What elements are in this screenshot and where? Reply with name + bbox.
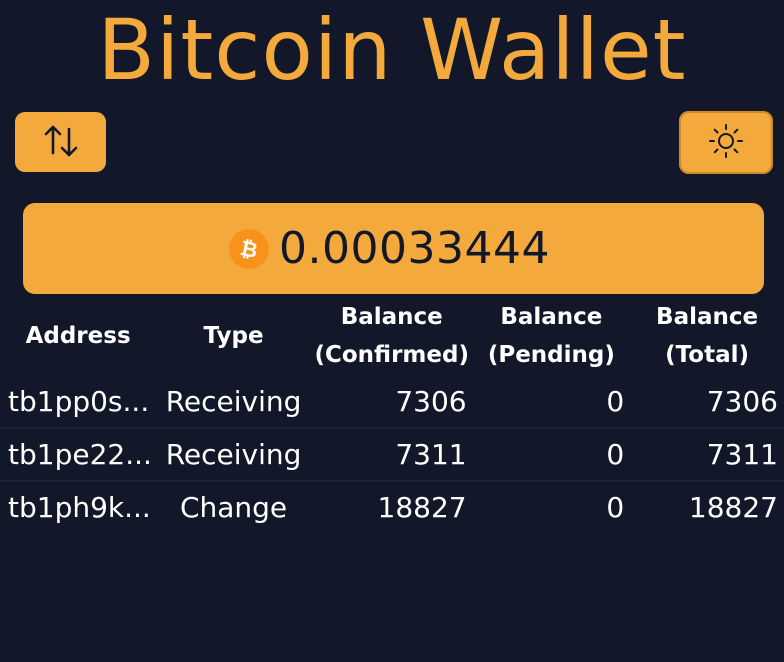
- address-cell[interactable]: tb1pp0s...: [0, 376, 157, 429]
- balance-pending-cell: 0: [472, 376, 631, 429]
- type-cell: Change: [179, 491, 288, 524]
- balance-confirmed-cell: 18827: [377, 491, 467, 524]
- balance-pending-cell: 0: [472, 428, 631, 482]
- table-row[interactable]: tb1ph9k... Change 18827 0 18827: [0, 481, 784, 533]
- table-header-row: Address Type Balance (Confirmed) Balance(…: [0, 296, 784, 376]
- balance-total-cell: 7311: [630, 428, 784, 482]
- type-cell: Receiving: [156, 428, 311, 482]
- address-cell[interactable]: tb1pe22...: [0, 428, 157, 482]
- page-title: Bitcoin Wallet: [97, 1, 687, 99]
- balance-confirmed-cell: 7311: [310, 428, 473, 482]
- column-header-balance-pending: Balance (Pending): [487, 304, 615, 368]
- column-header-address: Address: [25, 323, 131, 349]
- balance-display: ₿ 0.00033444: [23, 203, 764, 294]
- balance-value: 0.00033444: [279, 223, 550, 274]
- table-row[interactable]: tb1pe22... Receiving 7311 0 7311: [0, 428, 784, 482]
- swap-button[interactable]: [15, 112, 106, 172]
- table-row[interactable]: tb1pp0s... Receiving 7306 0 7306: [0, 376, 784, 429]
- balance-pending-cell: 0: [606, 491, 625, 524]
- sun-icon: [706, 121, 746, 164]
- bitcoin-icon: ₿: [229, 228, 270, 269]
- balance-total-cell: 7306: [630, 376, 784, 429]
- column-header-type: Type: [203, 323, 264, 349]
- balance-total-cell: 18827: [688, 491, 778, 524]
- column-header-balance-confirmed: Balance (Confirmed): [314, 304, 469, 368]
- balance-confirmed-cell: 7306: [310, 376, 473, 429]
- arrows-up-down-icon: [41, 121, 81, 164]
- column-header-balance-total: Balance (Total): [656, 304, 759, 368]
- svg-text:₿: ₿: [238, 236, 260, 262]
- address-cell[interactable]: tb1ph9k...: [8, 491, 151, 524]
- type-cell: Receiving: [156, 376, 311, 429]
- address-table: Address Type Balance (Confirmed) Balance(…: [0, 296, 784, 533]
- theme-toggle-button[interactable]: [679, 111, 773, 174]
